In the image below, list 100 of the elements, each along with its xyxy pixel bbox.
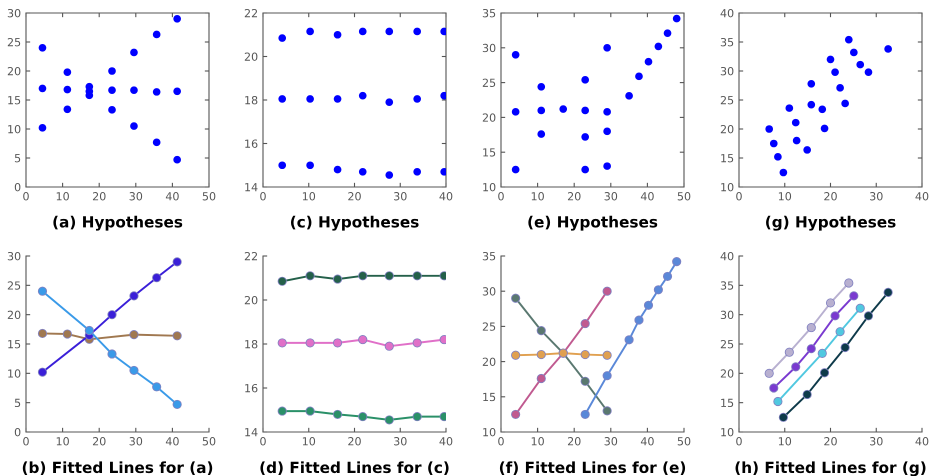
y-tick-label: 30 (720, 66, 734, 76)
point (581, 133, 589, 141)
point (512, 108, 520, 116)
point (278, 338, 287, 348)
y-tick-label: 40 (720, 252, 734, 260)
y-tick-label: 20 (8, 66, 20, 76)
point (803, 146, 811, 154)
point (849, 291, 858, 300)
point (358, 335, 368, 344)
x-tick-label: 20 (348, 437, 361, 446)
y-tick-label: 15 (483, 148, 496, 157)
point (385, 98, 394, 106)
point (778, 412, 788, 422)
point (511, 350, 520, 360)
point (603, 44, 611, 52)
point (38, 286, 48, 296)
point (152, 88, 160, 96)
y-tick-label: 25 (482, 78, 496, 87)
x-tick-label: 10 (532, 437, 544, 446)
x-tick-label: 40 (166, 192, 179, 200)
x-tick-label: 30 (394, 192, 407, 200)
point (278, 95, 286, 103)
y-tick-label: 5 (14, 154, 20, 162)
text: (f) Fitted Lines for (e) (500, 461, 686, 475)
point (581, 76, 589, 84)
y-tick-label: 35 (720, 38, 734, 46)
point (840, 342, 850, 352)
point (278, 406, 287, 416)
point (581, 106, 589, 114)
x-tick-label: 0 (736, 437, 742, 446)
point (654, 42, 662, 50)
x-tick-label: 10 (778, 437, 792, 446)
point (334, 30, 342, 39)
x-tick-label: 20 (92, 437, 106, 446)
y-tick-label: 14 (245, 428, 258, 436)
point (358, 168, 367, 176)
point (108, 67, 116, 75)
point (820, 368, 830, 378)
y-tick-label: 0 (14, 182, 20, 192)
point (38, 328, 48, 338)
text: (c) Hypotheses (291, 216, 419, 231)
x-tick-label: 10 (56, 192, 69, 200)
x-tick-label: 20 (348, 192, 361, 200)
point (358, 412, 368, 422)
point (792, 118, 800, 126)
x-tick-label: 0 (23, 437, 29, 446)
x-tick-label: 50 (678, 437, 690, 446)
text: (b) Fitted Lines for (a) (22, 461, 212, 475)
y-tick-label: 30 (720, 310, 734, 320)
point (413, 28, 421, 36)
point (38, 84, 46, 92)
point (173, 156, 181, 164)
y-tick-label: 15 (8, 96, 20, 104)
x-tick-label: 50 (678, 192, 690, 200)
point (358, 92, 367, 100)
x-tick-label: 40 (439, 192, 452, 200)
point (831, 68, 839, 76)
point (108, 106, 116, 114)
point (511, 294, 520, 303)
point (38, 44, 46, 52)
x-tick-label: 30 (870, 437, 883, 446)
y-tick-label: 40 (720, 8, 734, 18)
text: (d) Fitted Lines for (c) (260, 461, 449, 475)
point (536, 350, 546, 360)
point (512, 50, 520, 59)
point (358, 28, 367, 36)
point (625, 92, 633, 100)
y-tick-label: 25 (720, 340, 734, 348)
y-tick-label: 16 (245, 139, 258, 148)
x-tick-label: 30 (394, 437, 407, 446)
point (306, 406, 315, 416)
point (173, 14, 181, 23)
x-tick-label: 50 (202, 192, 216, 200)
point (820, 124, 828, 132)
point (84, 326, 94, 336)
point (773, 396, 782, 406)
point (130, 48, 138, 56)
x-tick-label: 20 (568, 437, 581, 446)
x-tick-label: 0 (498, 192, 504, 200)
point (334, 166, 342, 174)
point (108, 86, 116, 94)
point (332, 338, 342, 348)
point (806, 322, 816, 332)
point (172, 257, 182, 266)
point (306, 161, 314, 170)
x-tick-label: 40 (915, 192, 928, 200)
x-tick-label: 30 (870, 192, 883, 200)
point (603, 128, 611, 136)
x-tick-label: 40 (640, 192, 654, 200)
x-tick-label: 40 (166, 437, 179, 446)
point (844, 278, 854, 288)
y-tick-label: 5 (14, 398, 20, 408)
y-tick-label: 15 (721, 154, 734, 162)
y-tick-label: 20 (482, 358, 496, 366)
point (634, 315, 644, 325)
x-tick-label: 40 (439, 437, 452, 446)
point (602, 371, 612, 380)
point (635, 72, 643, 80)
point (384, 271, 394, 280)
point (384, 415, 394, 424)
